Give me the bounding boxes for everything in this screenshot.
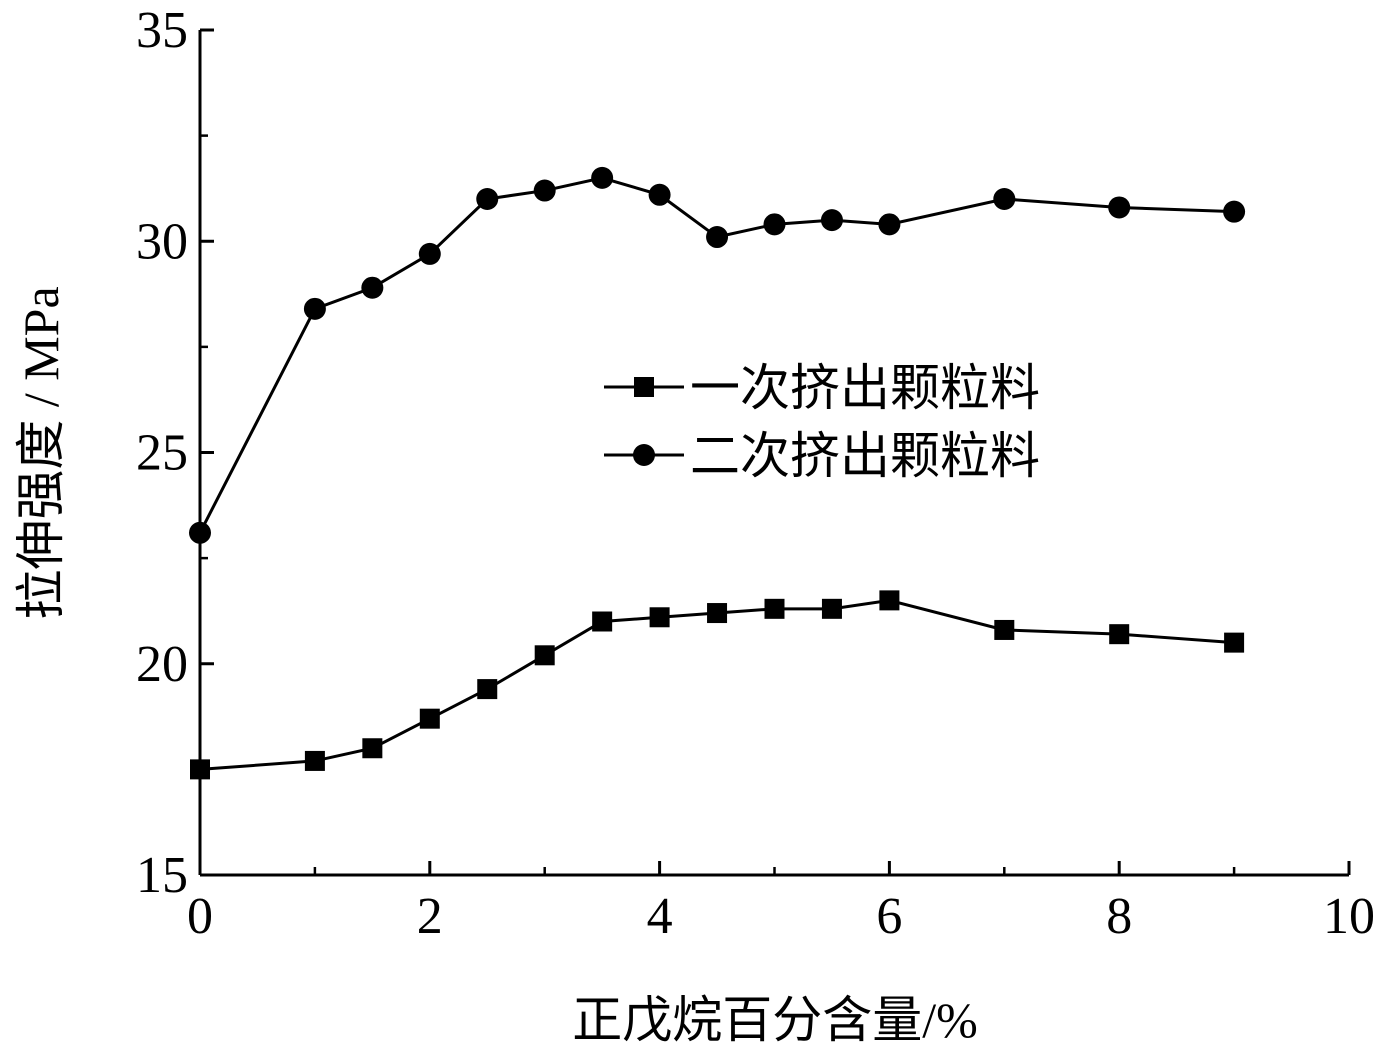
- data-point-square: [304, 750, 325, 771]
- x-tick-label: 8: [1106, 888, 1132, 945]
- series-layer: [189, 166, 1246, 780]
- data-point-square: [534, 645, 555, 666]
- x-tick-label: 0: [187, 888, 213, 945]
- data-point-square: [190, 759, 210, 780]
- data-point-circle: [1223, 200, 1246, 223]
- data-point-square: [821, 598, 842, 619]
- data-point-square: [1109, 624, 1130, 645]
- data-point-circle: [648, 183, 671, 206]
- y-tick-label: 15: [136, 847, 188, 904]
- data-point-square: [477, 679, 498, 700]
- x-tick-label: 6: [876, 888, 902, 945]
- x-tick-label: 2: [417, 888, 443, 945]
- data-point-square: [879, 590, 900, 611]
- data-point-circle: [820, 209, 843, 232]
- data-point-circle: [361, 276, 384, 299]
- legend-label-series-2: 二次挤出颗粒料: [690, 428, 1040, 484]
- data-point-circle: [476, 188, 499, 210]
- series-2: [189, 166, 1246, 544]
- data-point-circle: [418, 242, 441, 265]
- series-line: [199, 598, 1235, 771]
- data-point-square: [707, 603, 728, 624]
- series-1: [190, 590, 1245, 780]
- data-point-circle: [189, 521, 211, 544]
- data-point-square: [419, 708, 440, 729]
- y-tick-label: 35: [136, 2, 188, 59]
- legend-marker-square: [634, 377, 654, 397]
- data-point-square: [1224, 632, 1245, 653]
- data-point-circle: [993, 188, 1016, 210]
- data-point-circle: [533, 179, 556, 202]
- y-tick-label: 25: [136, 425, 188, 482]
- x-axis-title: 正戊烷百分含量/%: [572, 992, 978, 1048]
- data-point-circle: [591, 166, 614, 189]
- data-point-circle: [763, 213, 786, 236]
- y-axis-title: 拉伸强度 / MPa: [13, 286, 69, 619]
- data-point-circle: [1108, 196, 1131, 219]
- x-tick-label: 4: [647, 888, 673, 945]
- data-point-square: [592, 611, 613, 632]
- legend: 一次挤出颗粒料 二次挤出颗粒料: [604, 360, 1040, 484]
- data-point-circle: [706, 226, 729, 249]
- data-point-square: [994, 619, 1015, 640]
- data-point-square: [764, 598, 785, 619]
- legend-label-series-1: 一次挤出颗粒料: [690, 360, 1040, 416]
- legend-marker-circle: [633, 444, 655, 466]
- y-tick-label: 20: [136, 636, 188, 693]
- data-point-square: [649, 607, 670, 628]
- data-point-square: [362, 738, 383, 759]
- y-tick-label: 30: [136, 213, 188, 270]
- x-tick-label: 10: [1323, 888, 1375, 945]
- data-point-circle: [878, 213, 901, 236]
- data-point-circle: [303, 297, 326, 320]
